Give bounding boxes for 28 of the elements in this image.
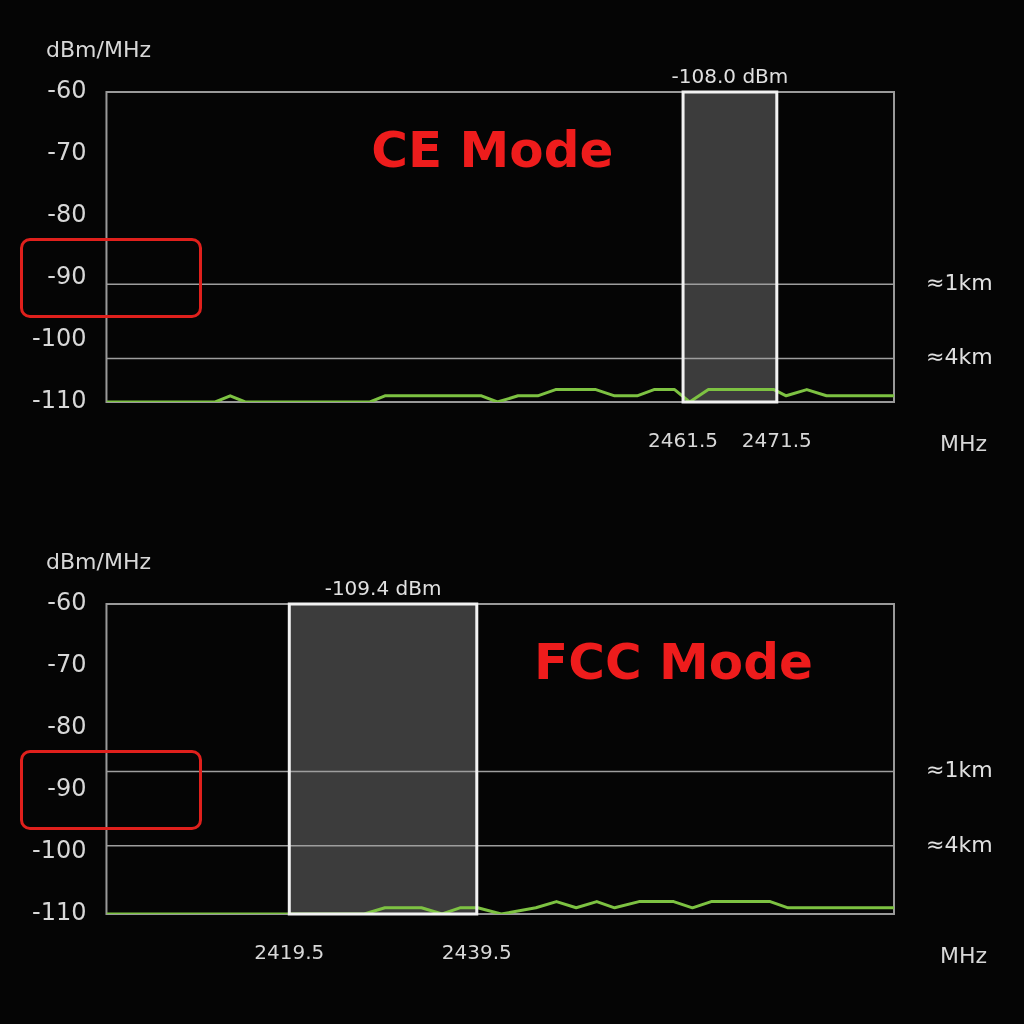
x-axis-title: MHz [940,942,988,968]
y-tick-label: -60 [47,76,87,105]
annotation: FCC Mode [534,632,813,691]
x-tick-label: 2419.5 [254,940,325,965]
ref-line-label: ≈1km [926,757,993,783]
band-label: -109.4 dBm [324,576,442,601]
annotation: CE Mode [371,120,614,179]
y-tick-label: -100 [32,836,87,865]
y-tick-label: -80 [47,712,87,741]
x-tick-label: 2471.5 [741,428,812,453]
y-tick-label: -90 [47,774,87,803]
ref-line-label: ≈1km [926,269,993,295]
y-axis-title: dBm/MHz [46,548,151,574]
y-tick-label: -70 [47,138,87,167]
y-tick-label: -110 [32,386,87,415]
y-tick-label: -60 [47,588,87,617]
y-tick-label: -90 [47,262,87,291]
y-tick-label: -80 [47,200,87,229]
ref-line-label: ≈4km [926,831,993,857]
x-tick-label: 2461.5 [648,428,719,453]
y-tick-label: -110 [32,898,87,927]
y-tick-label: -100 [32,324,87,353]
x-axis-title: MHz [940,430,988,456]
y-axis-title: dBm/MHz [46,36,151,62]
ref-line-label: ≈4km [926,344,993,370]
x-tick-label: 2439.5 [441,940,512,965]
y-tick-label: -70 [47,650,87,679]
band-label: -108.0 dBm [671,64,789,89]
